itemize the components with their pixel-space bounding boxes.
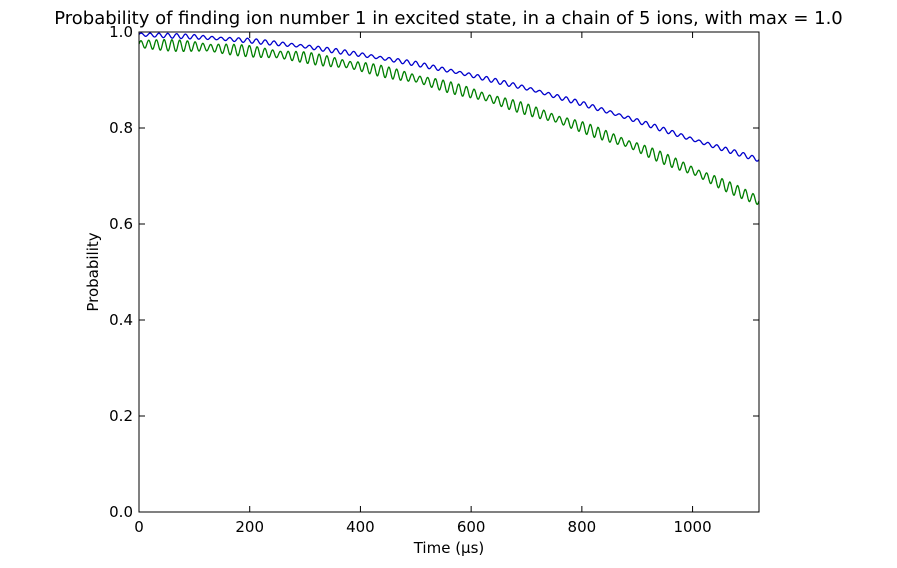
y-tick-label: 0.4 [109,311,133,329]
chart-title: Probability of finding ion number 1 in e… [54,8,843,29]
x-axis: 0 200 400 600 800 1000 [134,32,712,536]
y-tick-label: 0.0 [109,503,133,521]
x-axis-label: Time (μs) [413,539,485,557]
y-tick-label: 0.8 [109,119,133,137]
series-line-2 [138,39,760,206]
series-line-1 [138,32,760,162]
plot-lines [138,32,760,206]
y-tick-label: 0.6 [109,215,133,233]
x-tick-label: 800 [568,518,597,536]
x-tick-label: 200 [235,518,264,536]
x-tick-label: 1000 [673,518,711,536]
x-tick-label: 400 [346,518,375,536]
y-tick-label: 0.2 [109,407,133,425]
y-axis: 0.0 0.2 0.4 0.6 0.8 1.0 [109,23,759,521]
y-tick-label: 1.0 [109,23,133,41]
y-axis-label: Probability [84,232,102,311]
plot-frame [138,31,760,513]
x-tick-label: 600 [457,518,486,536]
x-tick-label: 0 [134,518,144,536]
